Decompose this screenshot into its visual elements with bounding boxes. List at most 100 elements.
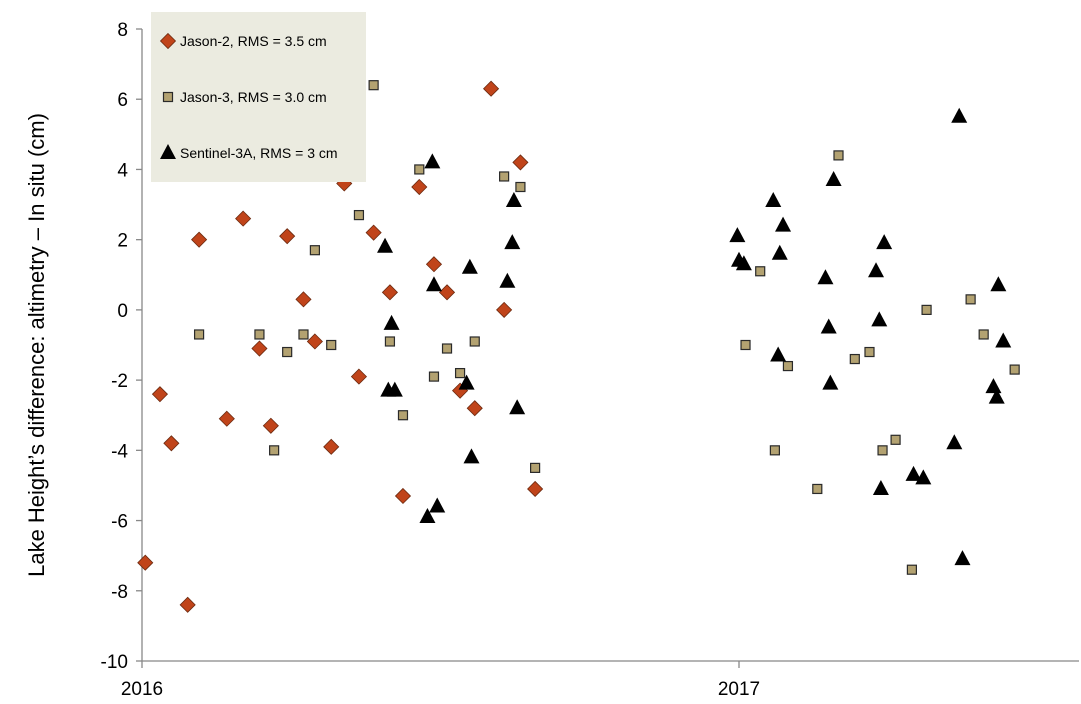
data-point-triangle — [499, 272, 516, 288]
data-point-diamond — [411, 178, 428, 196]
data-point-triangle — [817, 269, 834, 285]
data-point-triangle — [954, 550, 971, 566]
y-tick-label: -4 — [111, 441, 128, 462]
data-point-square — [309, 245, 321, 256]
data-point-square — [254, 329, 265, 340]
data-point-diamond — [235, 210, 252, 227]
legend-entry-label: Jason-3, RMS = 3.0 cm — [180, 89, 327, 105]
data-point-diamond — [191, 231, 208, 248]
data-point-square — [353, 209, 365, 221]
data-point-square — [384, 336, 396, 347]
data-point-triangle — [915, 469, 932, 485]
y-tick-label: 0 — [117, 301, 128, 322]
data-point-square — [812, 483, 823, 495]
data-point-diamond — [365, 224, 382, 241]
y-tick-label: -6 — [111, 512, 128, 533]
data-point-triangle — [951, 107, 968, 123]
data-point-diamond — [151, 386, 169, 403]
data-point-triangle — [775, 216, 792, 232]
y-axis-label: Lake Height’s difference: altimetry – In… — [24, 113, 49, 577]
data-point-triangle — [985, 378, 1002, 394]
data-point-square — [740, 339, 751, 351]
x-axis: 2016 2017 — [121, 660, 1079, 700]
data-point-triangle — [424, 153, 441, 169]
x-tick-label: 2017 — [718, 679, 760, 700]
y-tick-label: 4 — [117, 160, 128, 181]
data-point-square — [906, 564, 918, 575]
data-point-triangle — [504, 234, 521, 250]
x-tick-label: 2016 — [121, 679, 163, 700]
data-point-square — [368, 80, 379, 91]
data-point-square — [269, 445, 280, 456]
legend: Jason-2, RMS = 3.5 cm Jason-3, RMS = 3.0 … — [151, 12, 366, 182]
data-point-square — [469, 336, 480, 347]
data-point-triangle — [990, 276, 1007, 292]
data-point-triangle — [458, 374, 475, 390]
data-point-square — [769, 445, 780, 456]
series-square — [193, 80, 1020, 575]
data-point-square — [921, 304, 932, 315]
data-point-square — [1009, 364, 1020, 375]
data-point-triangle — [735, 255, 752, 271]
data-point-triangle — [729, 227, 746, 243]
data-point-square — [755, 266, 766, 277]
data-point-diamond — [512, 154, 529, 171]
data-point-diamond — [527, 480, 544, 498]
y-tick-label: -8 — [111, 582, 128, 603]
data-point-square — [441, 343, 453, 354]
data-point-triangle — [463, 448, 480, 464]
data-point-diamond — [163, 435, 180, 452]
data-point-square — [515, 181, 526, 193]
data-point-triangle — [461, 258, 478, 274]
data-point-square — [499, 171, 510, 182]
data-point-diamond — [279, 228, 296, 245]
legend-marker-diamond — [159, 32, 177, 50]
y-tick-label: 8 — [117, 20, 128, 41]
data-point-square — [833, 150, 844, 161]
data-point-square — [414, 164, 425, 175]
data-point-triangle — [765, 192, 782, 208]
data-point-triangle — [377, 237, 394, 253]
data-point-triangle — [771, 244, 788, 260]
data-point-triangle — [386, 381, 403, 397]
data-point-triangle — [871, 311, 888, 327]
data-point-diamond — [438, 284, 456, 301]
data-point-triangle — [876, 234, 893, 250]
data-point-triangle — [822, 374, 839, 390]
data-point-diamond — [466, 400, 483, 417]
data-point-diamond — [179, 596, 196, 613]
data-point-triangle — [946, 434, 963, 450]
data-point-triangle — [995, 332, 1012, 348]
data-point-diamond — [251, 340, 268, 357]
data-point-square — [965, 294, 976, 305]
data-point-diamond — [218, 410, 235, 427]
data-point-square — [849, 353, 860, 365]
data-point-square — [454, 367, 466, 379]
data-point-triangle — [770, 346, 787, 362]
data-point-diamond — [496, 301, 513, 318]
data-point-square — [978, 329, 989, 340]
data-point-square — [428, 371, 440, 382]
data-point-diamond — [295, 291, 312, 308]
data-point-triangle — [383, 314, 400, 330]
data-point-square — [877, 445, 888, 456]
data-point-triangle — [419, 508, 436, 524]
data-points — [137, 80, 1020, 613]
data-point-diamond — [262, 417, 279, 434]
data-point-square — [298, 329, 309, 340]
data-point-triangle — [425, 276, 442, 292]
series-diamond — [137, 80, 544, 613]
data-point-square — [890, 434, 901, 445]
data-point-square — [193, 329, 205, 340]
data-point-square — [397, 410, 409, 421]
data-point-square — [282, 346, 293, 358]
data-point-triangle — [988, 388, 1005, 404]
series-triangle — [377, 107, 1012, 566]
data-point-diamond — [350, 368, 368, 385]
data-point-diamond — [482, 80, 500, 97]
data-point-diamond — [394, 487, 412, 505]
y-tick-label: -2 — [111, 371, 128, 392]
data-point-square — [326, 339, 337, 351]
data-point-diamond — [137, 554, 154, 571]
data-point-triangle — [868, 262, 885, 278]
